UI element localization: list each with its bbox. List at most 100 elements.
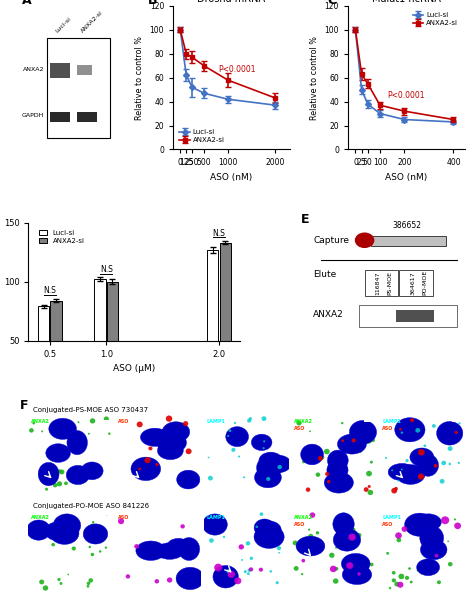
- Circle shape: [90, 418, 95, 423]
- Circle shape: [89, 578, 93, 583]
- Ellipse shape: [251, 434, 272, 451]
- Bar: [100, 420, 110, 422]
- Ellipse shape: [202, 514, 228, 535]
- Title: Drosha mRNA: Drosha mRNA: [197, 0, 265, 4]
- Circle shape: [262, 416, 266, 421]
- Circle shape: [167, 577, 173, 583]
- Ellipse shape: [333, 528, 361, 551]
- Circle shape: [458, 422, 461, 424]
- Circle shape: [316, 531, 319, 534]
- Legend: Luci-si, ANXA2-si: Luci-si, ANXA2-si: [177, 127, 228, 146]
- Circle shape: [343, 465, 345, 467]
- Text: Elute: Elute: [313, 270, 337, 279]
- Circle shape: [447, 540, 449, 542]
- Bar: [77, 65, 92, 75]
- Circle shape: [238, 456, 240, 457]
- Circle shape: [345, 515, 350, 519]
- Circle shape: [432, 424, 436, 428]
- Text: E: E: [301, 213, 310, 226]
- Circle shape: [447, 446, 453, 451]
- Ellipse shape: [388, 463, 416, 481]
- Text: PS-MOE: PS-MOE: [388, 271, 393, 295]
- Text: GAPDH: GAPDH: [22, 113, 44, 118]
- Text: ANXA2: ANXA2: [30, 515, 49, 519]
- Text: N.S: N.S: [212, 229, 226, 238]
- Text: ASO: ASO: [118, 418, 130, 424]
- Legend: Luci-si, ANXA2-si: Luci-si, ANXA2-si: [410, 10, 461, 29]
- Circle shape: [423, 444, 426, 447]
- Legend: Luci-si, ANXA2-si: Luci-si, ANXA2-si: [36, 227, 88, 247]
- Circle shape: [231, 448, 236, 452]
- Circle shape: [325, 472, 329, 476]
- Circle shape: [364, 487, 369, 492]
- Circle shape: [234, 577, 241, 584]
- Ellipse shape: [81, 462, 103, 480]
- Circle shape: [327, 480, 330, 484]
- Circle shape: [439, 479, 445, 484]
- Circle shape: [108, 432, 110, 435]
- Text: LAMP1: LAMP1: [382, 418, 401, 424]
- Ellipse shape: [49, 418, 76, 439]
- Circle shape: [394, 581, 400, 587]
- Circle shape: [368, 485, 371, 488]
- Ellipse shape: [66, 466, 90, 485]
- Circle shape: [392, 578, 396, 583]
- Text: ASO: ASO: [382, 522, 393, 527]
- Bar: [50, 300, 62, 400]
- Circle shape: [263, 441, 265, 442]
- Circle shape: [238, 544, 244, 549]
- Text: Conjugated-PS-MOE ASO 730437: Conjugated-PS-MOE ASO 730437: [33, 407, 148, 413]
- Circle shape: [87, 581, 91, 585]
- Circle shape: [89, 546, 91, 548]
- Circle shape: [72, 476, 77, 481]
- Circle shape: [275, 581, 279, 584]
- Circle shape: [448, 463, 451, 465]
- Circle shape: [126, 574, 130, 578]
- Circle shape: [118, 518, 124, 524]
- Circle shape: [365, 564, 367, 567]
- Text: Conjugated-PO-MOE ASO 841226: Conjugated-PO-MOE ASO 841226: [33, 503, 149, 509]
- Ellipse shape: [259, 452, 283, 469]
- Circle shape: [60, 582, 63, 585]
- Circle shape: [358, 448, 363, 453]
- Circle shape: [441, 461, 446, 465]
- Ellipse shape: [416, 514, 441, 531]
- Circle shape: [318, 546, 321, 548]
- Text: ASO: ASO: [294, 426, 306, 431]
- Circle shape: [341, 422, 344, 424]
- Ellipse shape: [301, 444, 324, 465]
- Circle shape: [311, 542, 314, 545]
- Circle shape: [263, 447, 264, 450]
- Circle shape: [310, 512, 315, 518]
- Circle shape: [228, 571, 235, 578]
- X-axis label: ASO (μM): ASO (μM): [113, 364, 155, 373]
- Ellipse shape: [226, 427, 248, 447]
- Text: ANXA2: ANXA2: [22, 67, 44, 72]
- Circle shape: [316, 472, 320, 477]
- Circle shape: [148, 447, 153, 450]
- Ellipse shape: [50, 522, 79, 544]
- Text: Luci-si: Luci-si: [54, 16, 72, 33]
- Circle shape: [429, 534, 432, 536]
- Circle shape: [417, 569, 419, 571]
- Ellipse shape: [131, 457, 161, 481]
- Circle shape: [155, 579, 159, 583]
- Circle shape: [340, 444, 346, 449]
- Circle shape: [208, 476, 213, 481]
- Ellipse shape: [53, 514, 81, 537]
- Circle shape: [67, 574, 69, 576]
- Circle shape: [401, 469, 403, 470]
- Ellipse shape: [178, 537, 200, 561]
- Ellipse shape: [136, 541, 165, 561]
- Bar: [452, 420, 462, 422]
- Ellipse shape: [155, 543, 184, 559]
- Circle shape: [370, 461, 373, 464]
- Circle shape: [278, 552, 280, 553]
- Ellipse shape: [38, 463, 59, 486]
- Circle shape: [410, 418, 414, 422]
- Text: ASO: ASO: [294, 522, 306, 527]
- Bar: [276, 420, 286, 422]
- Circle shape: [418, 449, 425, 456]
- Bar: [364, 420, 374, 422]
- Circle shape: [355, 562, 357, 564]
